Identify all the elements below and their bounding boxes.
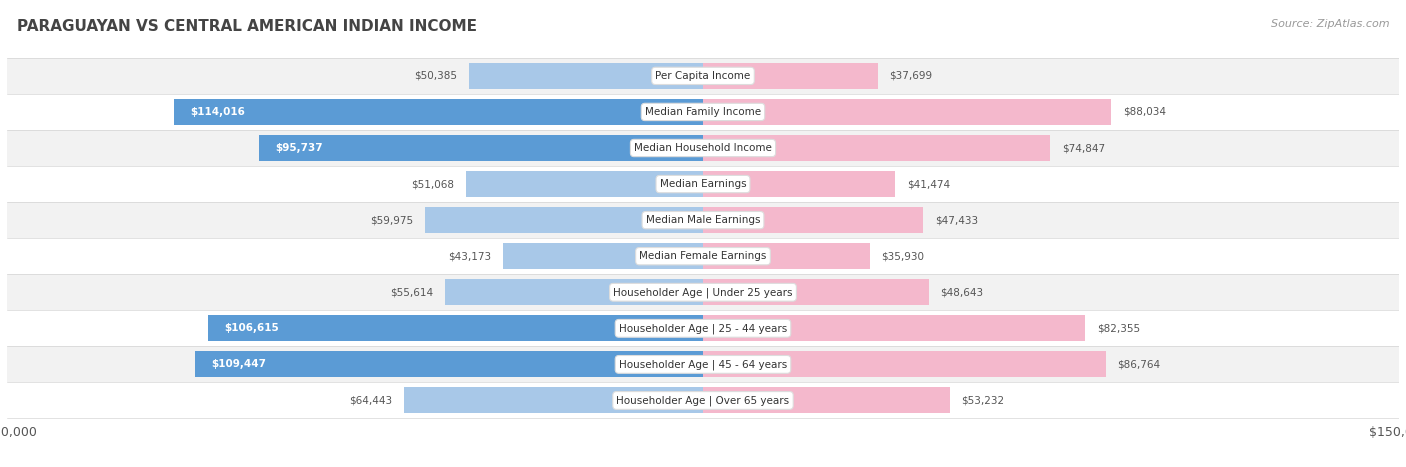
Bar	[7, 310, 1399, 347]
Text: $41,474: $41,474	[907, 179, 950, 189]
Text: $59,975: $59,975	[370, 215, 413, 225]
Text: $95,737: $95,737	[276, 143, 322, 153]
Bar	[259, 135, 703, 161]
Text: Median Female Earnings: Median Female Earnings	[640, 251, 766, 261]
Text: $106,615: $106,615	[225, 323, 280, 333]
Text: $53,232: $53,232	[962, 396, 1005, 405]
Bar	[7, 94, 1399, 130]
Bar	[465, 171, 703, 197]
Bar	[470, 63, 703, 89]
Bar	[174, 99, 703, 125]
Bar	[7, 382, 1399, 418]
Bar	[703, 135, 1050, 161]
Bar	[7, 130, 1399, 166]
Text: Householder Age | Under 25 years: Householder Age | Under 25 years	[613, 287, 793, 297]
Bar	[425, 207, 703, 233]
Text: Median Earnings: Median Earnings	[659, 179, 747, 189]
Bar	[444, 279, 703, 305]
Text: Median Family Income: Median Family Income	[645, 107, 761, 117]
Text: Median Male Earnings: Median Male Earnings	[645, 215, 761, 225]
Text: $74,847: $74,847	[1062, 143, 1105, 153]
Text: $43,173: $43,173	[449, 251, 491, 261]
Bar	[503, 243, 703, 269]
Bar	[7, 58, 1399, 94]
Text: $35,930: $35,930	[882, 251, 924, 261]
Bar	[703, 171, 896, 197]
Text: Householder Age | 45 - 64 years: Householder Age | 45 - 64 years	[619, 359, 787, 370]
Text: $88,034: $88,034	[1123, 107, 1166, 117]
Bar	[7, 166, 1399, 202]
Text: Median Household Income: Median Household Income	[634, 143, 772, 153]
Bar	[703, 243, 870, 269]
Text: $51,068: $51,068	[412, 179, 454, 189]
Bar	[7, 202, 1399, 238]
Text: $47,433: $47,433	[935, 215, 977, 225]
Bar	[7, 274, 1399, 310]
Text: $64,443: $64,443	[349, 396, 392, 405]
Bar	[703, 99, 1112, 125]
Text: $55,614: $55,614	[391, 287, 433, 297]
Bar	[404, 388, 703, 413]
Text: Per Capita Income: Per Capita Income	[655, 71, 751, 81]
Text: $82,355: $82,355	[1097, 323, 1140, 333]
Text: Householder Age | Over 65 years: Householder Age | Over 65 years	[616, 395, 790, 406]
Text: Source: ZipAtlas.com: Source: ZipAtlas.com	[1271, 19, 1389, 28]
Text: $50,385: $50,385	[415, 71, 457, 81]
Text: $114,016: $114,016	[190, 107, 245, 117]
Bar	[195, 351, 703, 377]
Text: $86,764: $86,764	[1118, 360, 1160, 369]
Bar	[703, 351, 1105, 377]
Bar	[7, 347, 1399, 382]
Bar	[703, 388, 950, 413]
Text: PARAGUAYAN VS CENTRAL AMERICAN INDIAN INCOME: PARAGUAYAN VS CENTRAL AMERICAN INDIAN IN…	[17, 19, 477, 34]
Bar	[703, 63, 877, 89]
Bar	[208, 315, 703, 341]
Bar	[703, 207, 924, 233]
Text: $37,699: $37,699	[890, 71, 932, 81]
Text: $48,643: $48,643	[941, 287, 983, 297]
Bar	[703, 315, 1085, 341]
Text: $109,447: $109,447	[211, 360, 266, 369]
Bar	[703, 279, 929, 305]
Text: Householder Age | 25 - 44 years: Householder Age | 25 - 44 years	[619, 323, 787, 333]
Bar	[7, 238, 1399, 274]
